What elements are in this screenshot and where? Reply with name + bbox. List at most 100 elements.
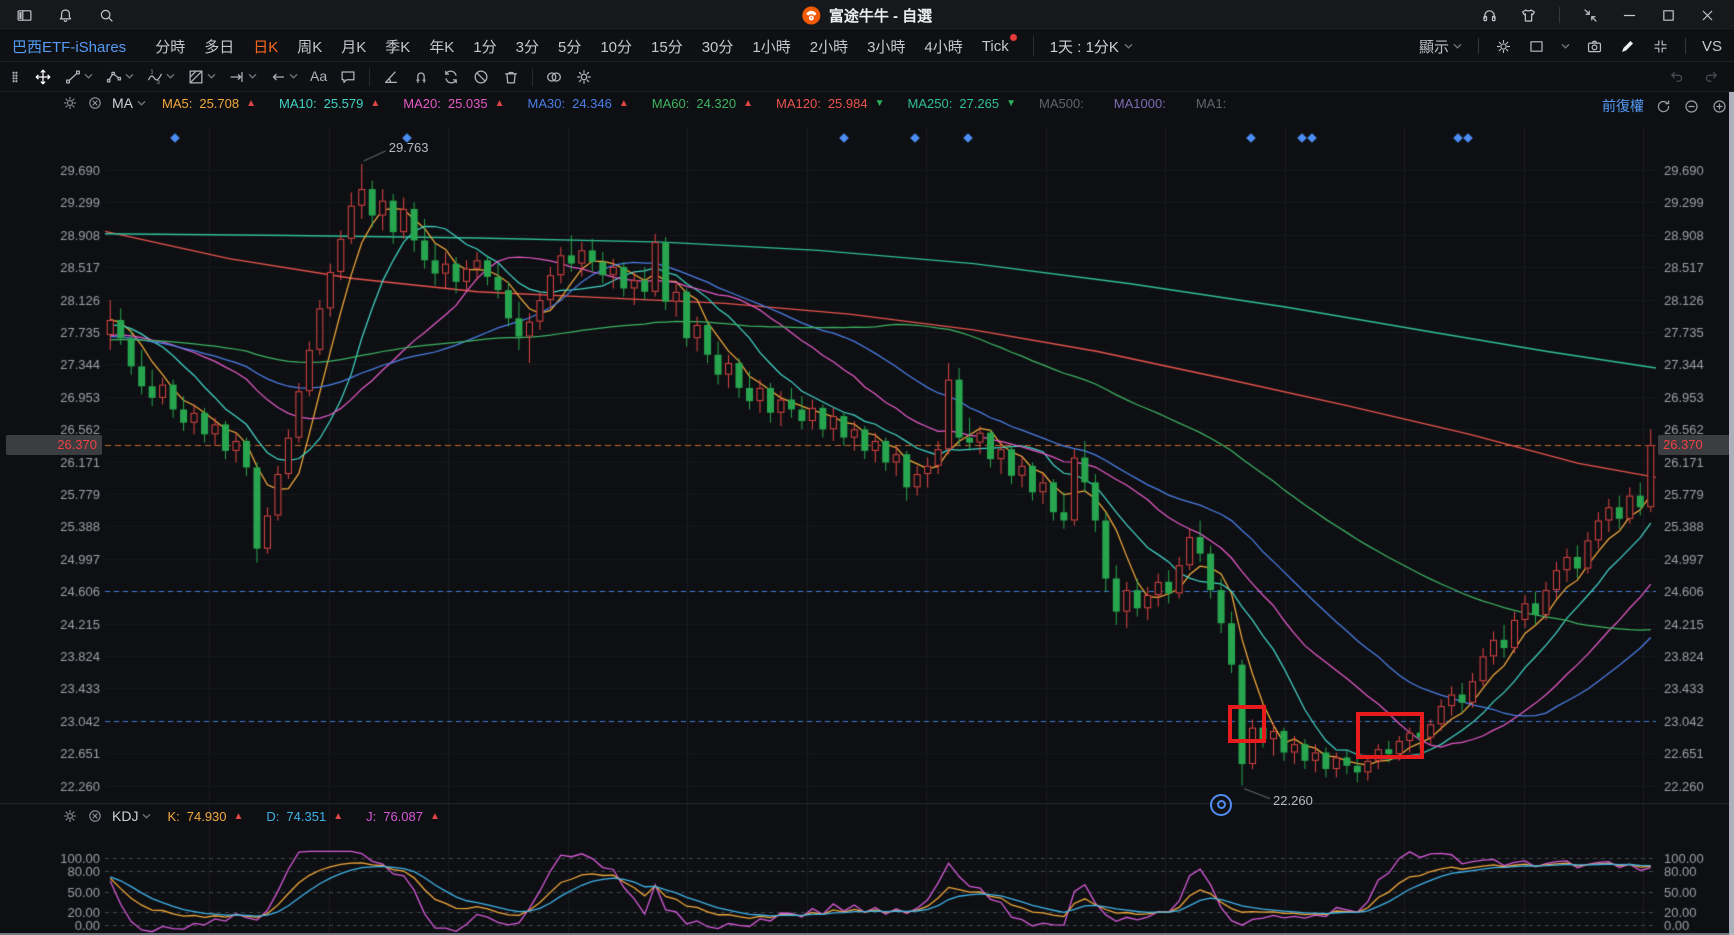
- tab-日K[interactable]: 日K: [253, 36, 278, 57]
- indicator-close-icon[interactable]: [87, 95, 103, 111]
- indicator-value-chip[interactable]: MA120:25.984▼: [776, 96, 884, 111]
- zoom-in-icon[interactable]: [1711, 98, 1728, 115]
- settings-tool[interactable]: [569, 62, 599, 92]
- tab-3小時[interactable]: 3小時: [867, 36, 905, 57]
- shirt-icon[interactable]: [1520, 7, 1537, 24]
- vs-compare-button[interactable]: VS: [1702, 38, 1722, 55]
- period-tabs: 分時多日日K 周K 月K 季K 年K 1分 3分 5分 10分 15分 30分 1小時 2小時 3小時 4小…: [136, 36, 1009, 57]
- arrow-left-tool[interactable]: [263, 62, 304, 92]
- display-options-button[interactable]: 顯示: [1419, 36, 1462, 57]
- trash-tool[interactable]: [496, 62, 526, 92]
- tab-周K[interactable]: 周K: [297, 36, 322, 57]
- pencil-icon[interactable]: [1619, 38, 1636, 55]
- magnet-tool[interactable]: [406, 62, 436, 92]
- camera-icon[interactable]: [1586, 38, 1603, 55]
- symbol-name[interactable]: 巴西ETF-iShares: [12, 36, 126, 57]
- move-tool[interactable]: [28, 62, 58, 92]
- svg-text:3: 3: [157, 80, 160, 86]
- ma-indicator-name[interactable]: MA: [112, 95, 146, 111]
- tab-30分[interactable]: 30分: [702, 36, 734, 57]
- adjust-mode-button[interactable]: 前復權: [1602, 96, 1644, 116]
- close-icon[interactable]: [1699, 7, 1716, 24]
- tab-月K[interactable]: 月K: [341, 36, 366, 57]
- maximize-icon[interactable]: [1660, 7, 1677, 24]
- indicator-value-chip[interactable]: MA10:25.579▲: [279, 96, 380, 111]
- tab-10分[interactable]: 10分: [600, 36, 632, 57]
- indicator-value-chip[interactable]: J:76.087▲: [366, 809, 440, 824]
- indicator-value-chip[interactable]: MA5:25.708▲: [162, 96, 256, 111]
- text-tool[interactable]: Aa: [304, 62, 333, 92]
- main-chart-canvas[interactable]: [0, 92, 1734, 803]
- reset-icon[interactable]: [1655, 98, 1672, 115]
- tab-5分[interactable]: 5分: [558, 36, 581, 57]
- bell-icon[interactable]: [57, 7, 74, 24]
- indicator-close-icon[interactable]: [87, 808, 103, 824]
- indicator-value-chip[interactable]: MA500:: [1039, 96, 1091, 111]
- layout-icon[interactable]: [1528, 38, 1545, 55]
- grip-tool[interactable]: [2, 62, 28, 92]
- tab-combo-period[interactable]: 1天 : 1分K: [1033, 36, 1133, 56]
- measure-tool[interactable]: [222, 62, 263, 92]
- wave-tool[interactable]: 13: [140, 62, 181, 92]
- comment-icon: [339, 68, 357, 86]
- gear-icon[interactable]: [1495, 38, 1512, 55]
- headset-icon[interactable]: [1481, 7, 1498, 24]
- tab-2小時[interactable]: 2小時: [810, 36, 848, 57]
- red-highlight-box-2[interactable]: [1356, 712, 1424, 759]
- indicator-settings-icon[interactable]: [62, 808, 78, 824]
- indicator-value-chip[interactable]: MA20:25.035▲: [403, 96, 504, 111]
- angle-tool[interactable]: [376, 62, 406, 92]
- redo-icon[interactable]: [1703, 68, 1720, 85]
- panel-icon[interactable]: [16, 7, 33, 24]
- indicator-value: 74.351: [286, 809, 326, 824]
- indicator-label: J:: [366, 809, 376, 824]
- tab-1分[interactable]: 1分: [473, 36, 496, 57]
- tab-1小時[interactable]: 1小時: [752, 36, 790, 57]
- wave-icon: 13: [146, 68, 164, 86]
- tab-3分[interactable]: 3分: [516, 36, 539, 57]
- tab-15分[interactable]: 15分: [651, 36, 683, 57]
- search-icon[interactable]: [98, 7, 115, 24]
- event-marker-icon[interactable]: [1210, 794, 1232, 816]
- indicator-value: 76.087: [383, 809, 423, 824]
- indicator-value-chip[interactable]: D:74.351▲: [266, 809, 343, 824]
- notification-dot: [1010, 34, 1017, 41]
- indicator-value-chip[interactable]: K:74.930▲: [167, 809, 243, 824]
- tab-分時[interactable]: 分時: [155, 36, 185, 57]
- polyline-tool[interactable]: [99, 62, 140, 92]
- indicator-value-chip[interactable]: MA1000:: [1114, 96, 1173, 111]
- tab-label: 2小時: [810, 39, 848, 56]
- indicator-value-chip[interactable]: MA30:24.346▲: [528, 96, 629, 111]
- tab-季K[interactable]: 季K: [385, 36, 410, 57]
- ma-label: MA: [112, 95, 133, 111]
- red-highlight-box-1[interactable]: [1228, 705, 1266, 742]
- trend-line-tool[interactable]: [58, 62, 99, 92]
- tab-label: 年K: [429, 39, 454, 56]
- kdj-values: K:74.930▲D:74.351▲J:76.087▲: [167, 809, 462, 824]
- undo-icon[interactable]: [1668, 68, 1685, 85]
- minimize-icon[interactable]: [1621, 7, 1638, 24]
- indicator-value-chip[interactable]: MA1:: [1196, 96, 1233, 111]
- indicator-label: MA30:: [528, 96, 566, 111]
- gann-tool[interactable]: [181, 62, 222, 92]
- tab-年K[interactable]: 年K: [429, 36, 454, 57]
- svg-text:1: 1: [151, 69, 154, 75]
- snap-icon[interactable]: [1582, 7, 1599, 24]
- kdj-indicator-name[interactable]: KDJ: [112, 808, 151, 824]
- ban-tool[interactable]: [466, 62, 496, 92]
- indicator-value-chip[interactable]: MA250:27.265▼: [908, 96, 1016, 111]
- comment-tool[interactable]: [333, 62, 363, 92]
- toolbar-history-controls: [1668, 68, 1734, 85]
- zoom-out-icon[interactable]: [1683, 98, 1700, 115]
- compare-tool[interactable]: [539, 62, 569, 92]
- titlebar-right-icons: [1481, 7, 1734, 24]
- window-edge-scrollbar[interactable]: [1729, 92, 1734, 935]
- tab-Tick[interactable]: Tick: [982, 38, 1009, 55]
- indicator-value: 27.265: [959, 96, 999, 111]
- tab-多日[interactable]: 多日: [204, 36, 234, 57]
- tab-4小時[interactable]: 4小時: [924, 36, 962, 57]
- replay-tool[interactable]: [436, 62, 466, 92]
- indicator-settings-icon[interactable]: [62, 95, 78, 111]
- indicator-value-chip[interactable]: MA60:24.320▲: [652, 96, 753, 111]
- shrink-icon[interactable]: [1652, 38, 1669, 55]
